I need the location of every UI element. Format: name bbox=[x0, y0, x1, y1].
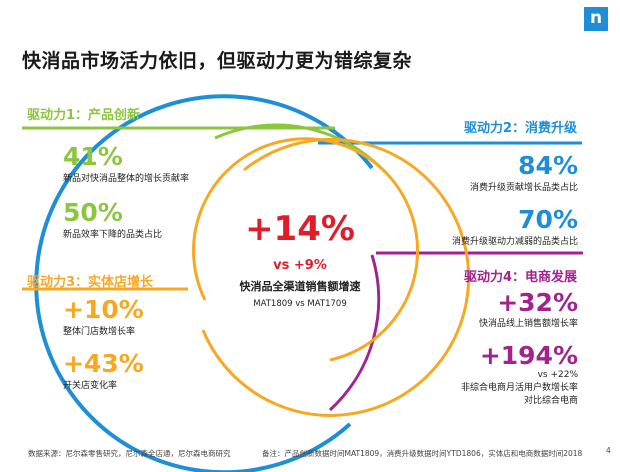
driver1-item2-value: 50% bbox=[63, 198, 123, 227]
center-growth-value: +14% bbox=[245, 209, 355, 249]
driver4-item1-value: +32% bbox=[497, 288, 578, 317]
driver4-item2-desc3: 对比综合电商 bbox=[523, 396, 578, 406]
driver2-item2-value: 70% bbox=[518, 205, 578, 234]
center-label: 快消品全渠道销售额增速 bbox=[239, 280, 361, 293]
center-comparison-value: vs +9% bbox=[273, 258, 327, 273]
driver1-item1-value: 41% bbox=[63, 142, 123, 171]
driver1-item1-desc: 新品对快消品整体的增长贡献率 bbox=[63, 174, 190, 184]
page-number: 4 bbox=[606, 446, 611, 455]
driver4-item2-value: +194% bbox=[479, 341, 578, 370]
orange-outer-arc bbox=[201, 137, 471, 417]
driver3-label: 驱动力3：实体店增长 bbox=[27, 275, 154, 290]
page-title: 快消品市场活力依旧，但驱动力更为错综复杂 bbox=[22, 50, 413, 72]
driver2-item2-desc: 消费升级驱动力减弱的品类占比 bbox=[451, 237, 578, 247]
driver2-item1-desc: 消费升级贡献增长品类占比 bbox=[469, 183, 578, 193]
driver4-item2-desc: vs +22% bbox=[537, 370, 578, 380]
blue-arc bbox=[34, 94, 374, 472]
driver4-label: 驱动力4：电商发展 bbox=[463, 270, 577, 285]
driver3-item2-value: +43% bbox=[63, 349, 144, 378]
orange-inner-arc bbox=[192, 137, 420, 362]
nielsen-logo: n bbox=[584, 7, 608, 31]
driver1-item2-desc: 新品效率下降的品类占比 bbox=[63, 230, 163, 240]
driver2-item1-value: 84% bbox=[518, 151, 578, 180]
driver3-item2-desc: 开关店变化率 bbox=[63, 381, 118, 391]
driver4-item1-desc: 快消品线上销售额增长率 bbox=[478, 319, 578, 329]
green-arc bbox=[214, 123, 387, 174]
driver2-label: 驱动力2：消费升级 bbox=[463, 121, 577, 136]
footer-source: 数据来源：尼尔森零售研究，尼尔森全店通，尼尔森电商研究 bbox=[28, 449, 231, 458]
footer-note: 备注：产品创新数据时间MAT1809，消费升级数据时间YTD1806，实体店和电… bbox=[262, 449, 583, 458]
driver4-item2-desc2: 非综合电商月活用户数增长率 bbox=[460, 383, 578, 393]
driver3-item1-desc: 整体门店数增长率 bbox=[63, 327, 136, 337]
center-period: MAT1809 vs MAT1709 bbox=[253, 299, 347, 309]
driver1-label: 驱动力1：产品创新 bbox=[27, 108, 141, 123]
driver3-item1-value: +10% bbox=[63, 295, 144, 324]
